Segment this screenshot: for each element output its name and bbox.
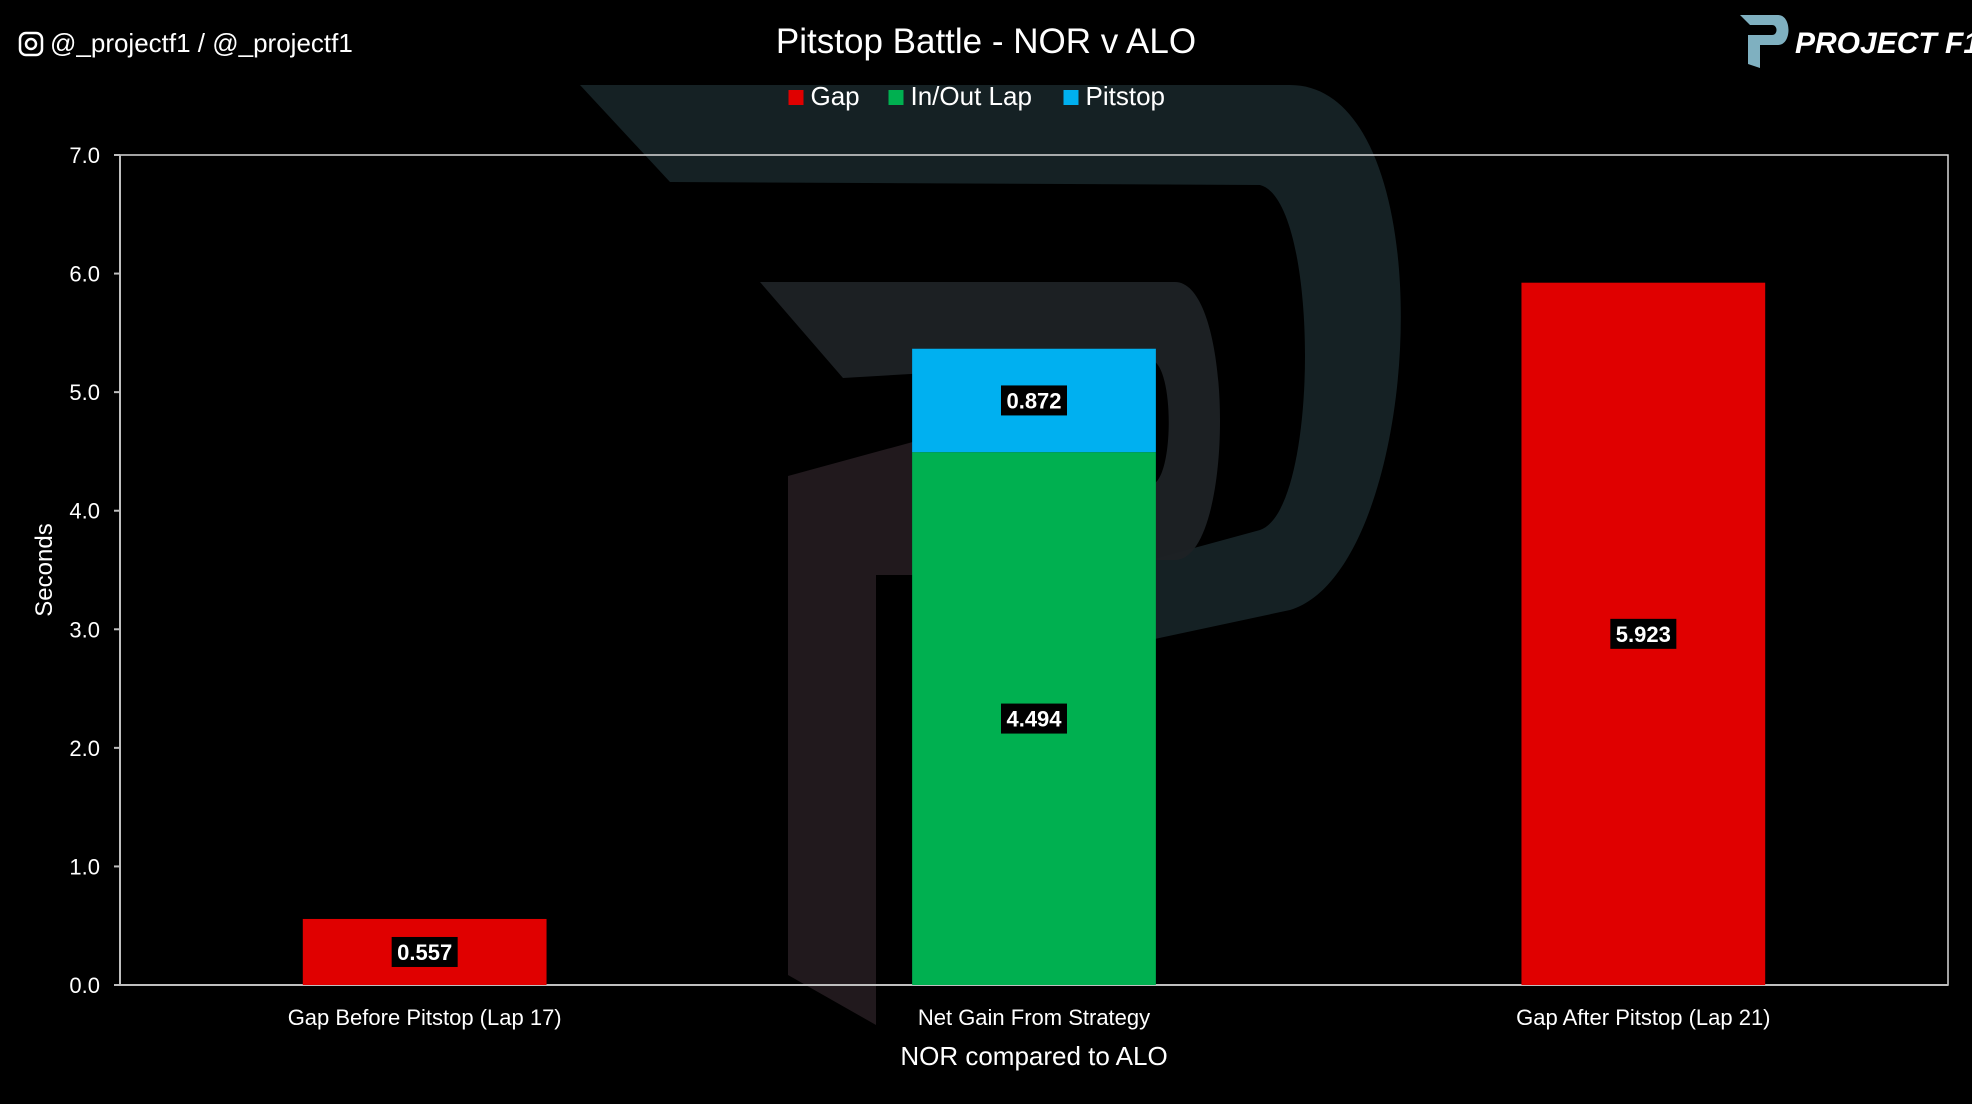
- legend-label: Gap: [811, 81, 860, 111]
- legend-swatch: [788, 90, 804, 105]
- data-label: 0.557: [397, 940, 452, 965]
- x-tick-labels: Gap Before Pitstop (Lap 17) Net Gain From…: [288, 1005, 1771, 1030]
- social-handle: @_projectf1 / @_projectf1: [50, 28, 353, 58]
- instagram-icon: [18, 31, 44, 57]
- x-tick-label: Gap After Pitstop (Lap 21): [1516, 1005, 1770, 1030]
- legend-swatch: [888, 90, 904, 105]
- y-tick-label: 3.0: [69, 617, 100, 642]
- y-tick-label: 7.0: [69, 143, 100, 168]
- data-label: 4.494: [1006, 707, 1062, 732]
- y-tick-label: 1.0: [69, 854, 100, 879]
- y-tick-label: 4.0: [69, 499, 100, 524]
- data-label-background: [1610, 618, 1677, 649]
- x-axis-title: NOR compared to ALO: [900, 1041, 1167, 1071]
- legend-label: Pitstop: [1086, 81, 1166, 111]
- data-label: 0.872: [1006, 388, 1061, 413]
- brand-group: PROJECT F1: [1740, 15, 1972, 68]
- y-tick-label: 0.0: [69, 973, 100, 998]
- data-label-background: [391, 936, 458, 967]
- y-tick-label: 6.0: [69, 262, 100, 287]
- brand-logo-icon: [1740, 15, 1789, 68]
- chart-title: Pitstop Battle - NOR v ALO: [776, 22, 1196, 61]
- y-tick-labels: 0.0 1.0 2.0 3.0 4.0 5.0 6.0 7.0: [69, 143, 120, 998]
- x-tick-label: Net Gain From Strategy: [918, 1005, 1150, 1030]
- y-tick-label: 2.0: [69, 736, 100, 761]
- y-axis-title: Seconds: [31, 523, 58, 616]
- data-label-background: [1001, 385, 1067, 416]
- legend-swatch: [1063, 90, 1079, 105]
- social-handle-group: @_projectf1 / @_projectf1: [18, 28, 353, 58]
- instagram-icon-lens: [24, 37, 38, 51]
- data-labels: 0.557 4.494 0.872 5.923: [391, 385, 1677, 967]
- data-label: 5.923: [1616, 622, 1671, 647]
- data-label-background: [1001, 703, 1067, 734]
- y-tick-label: 5.0: [69, 380, 100, 405]
- legend-label: In/Out Lap: [911, 81, 1032, 111]
- legend: Gap In/Out Lap Pitstop: [788, 81, 1166, 111]
- brand-name: PROJECT F1: [1795, 27, 1972, 60]
- x-tick-label: Gap Before Pitstop (Lap 17): [288, 1005, 562, 1030]
